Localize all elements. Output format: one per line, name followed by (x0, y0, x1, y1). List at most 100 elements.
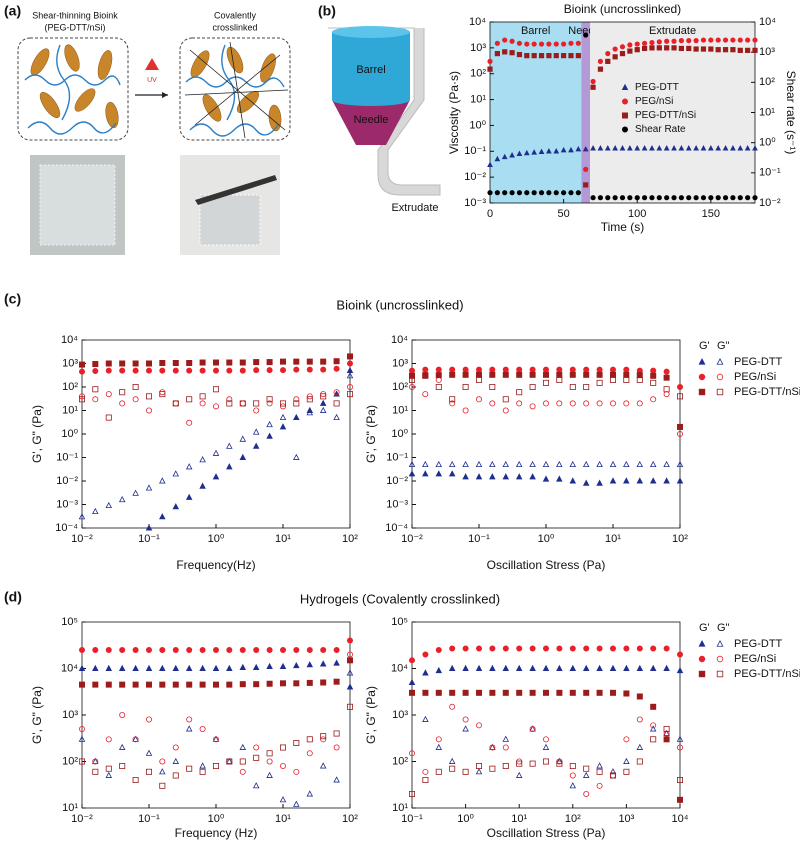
x-tick-label: 10⁻¹ (468, 533, 490, 545)
marker (529, 403, 536, 410)
marker (435, 666, 443, 674)
panel-label: (d) (4, 589, 22, 605)
marker (476, 763, 483, 770)
marker (226, 400, 233, 407)
marker (737, 37, 743, 43)
marker (333, 744, 340, 751)
section-title: Bioink (uncrosslinked) (336, 297, 463, 312)
marker (529, 725, 536, 732)
marker (252, 442, 260, 449)
marker (686, 38, 692, 44)
panel-label: (a) (4, 3, 21, 19)
marker (408, 470, 416, 477)
marker (569, 645, 576, 652)
marker (253, 744, 260, 751)
marker (172, 664, 180, 671)
marker (253, 754, 260, 761)
marker (346, 637, 353, 644)
marker (435, 646, 442, 653)
marker (306, 790, 314, 797)
panel-label: (b) (318, 3, 336, 19)
marker (509, 190, 515, 196)
y-tick-label: 10¹ (62, 802, 78, 814)
marker (556, 400, 563, 407)
legend-label: PEG-DTT/nSi (734, 668, 800, 680)
marker (502, 37, 508, 43)
marker (105, 736, 112, 743)
marker (279, 744, 286, 751)
marker (145, 768, 152, 775)
marker (239, 768, 246, 775)
marker (698, 358, 706, 365)
marker (722, 145, 729, 151)
x-axis-label: Frequency (Hz) (175, 826, 258, 840)
marker (583, 383, 590, 390)
marker (475, 473, 483, 480)
marker (212, 359, 219, 366)
marker (239, 453, 247, 460)
y-tick-label: 10³ (62, 357, 78, 369)
marker (509, 50, 515, 56)
marker (502, 473, 510, 480)
marker (623, 645, 630, 652)
y-tick-label: 10⁴ (391, 662, 408, 674)
marker (253, 359, 260, 366)
marker (583, 400, 590, 407)
marker (293, 358, 300, 365)
marker (556, 376, 563, 383)
marker (621, 83, 629, 90)
marker (575, 190, 581, 196)
marker (556, 475, 563, 482)
marker (582, 479, 590, 486)
marker (634, 145, 641, 151)
marker (306, 661, 314, 668)
marker (422, 689, 429, 696)
y-tick-label: 10⁻⁴ (385, 522, 408, 534)
region-label: Extrudate (649, 25, 696, 37)
marker (449, 366, 456, 373)
marker (634, 195, 640, 201)
marker (623, 366, 630, 373)
marker (596, 400, 603, 407)
marker (132, 646, 139, 653)
marker (543, 366, 550, 373)
marker (529, 460, 536, 468)
marker (693, 145, 699, 151)
marker (693, 38, 699, 44)
x-tick-label: 100 (628, 208, 646, 220)
marker (422, 715, 429, 722)
marker (118, 743, 126, 750)
marker (487, 190, 493, 196)
y-tick-label: 10⁻¹ (386, 451, 408, 463)
marker (212, 386, 219, 393)
marker (159, 758, 166, 765)
marker (226, 367, 233, 374)
marker (626, 145, 633, 151)
marker (346, 360, 353, 367)
marker (612, 195, 618, 201)
y-tick-label: 10⁻³ (464, 197, 486, 209)
x-tick-label: 10⁻¹ (138, 813, 160, 825)
marker (346, 669, 354, 676)
marker (475, 396, 482, 403)
marker (676, 735, 684, 742)
marker (92, 646, 99, 653)
marker (253, 407, 260, 414)
marker (501, 153, 508, 160)
marker (663, 664, 670, 671)
marker (78, 664, 86, 671)
marker (677, 430, 684, 437)
marker (293, 768, 300, 775)
marker (597, 195, 604, 201)
marker (448, 470, 456, 477)
marker (422, 470, 429, 477)
marker (226, 758, 233, 765)
x-tick-label: 10¹ (275, 813, 291, 825)
marker (79, 368, 86, 375)
marker (476, 645, 483, 652)
marker (634, 47, 640, 53)
marker (462, 664, 469, 671)
marker (212, 681, 219, 688)
marker (597, 58, 604, 64)
marker (610, 376, 617, 383)
